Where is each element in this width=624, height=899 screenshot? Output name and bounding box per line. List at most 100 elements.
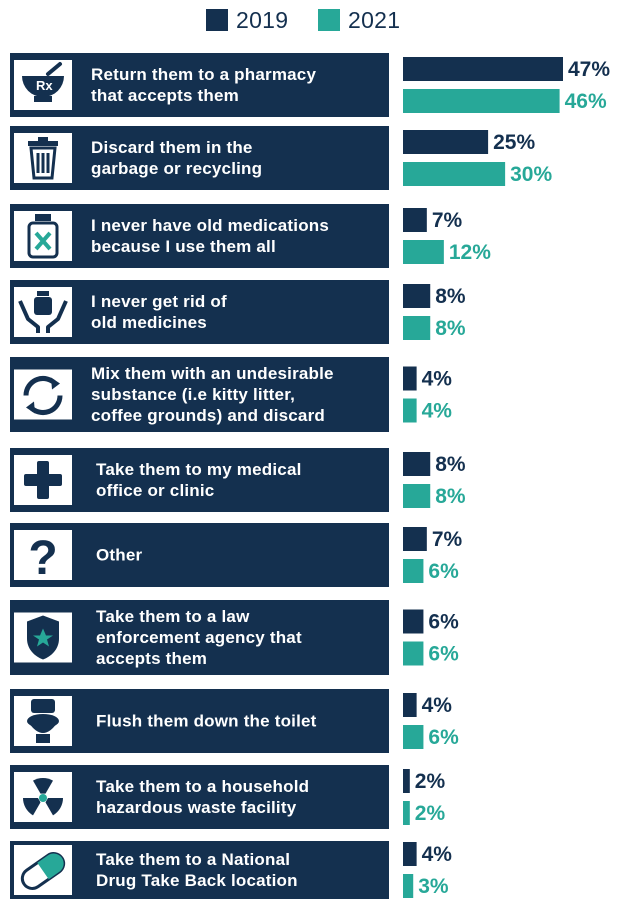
bar-2019 (403, 693, 417, 717)
bar-2021 (403, 559, 424, 583)
category-label: Discard them in the (91, 138, 253, 157)
category-label: enforcement agency that (96, 628, 302, 647)
value-label-2021: 6% (428, 560, 459, 583)
toilet-icon (27, 699, 59, 743)
value-label-2021: 4% (422, 400, 453, 423)
chart-row: Rx Return them to a pharmacy that accepts … (10, 53, 610, 117)
category-label: substance (i.e kitty litter, (91, 385, 295, 404)
value-label-2019: 7% (432, 528, 463, 551)
category-label: garbage or recycling (91, 159, 262, 178)
bar-2019 (403, 769, 410, 793)
category-label: Other (96, 546, 143, 565)
bar-2019 (403, 609, 424, 634)
capsule-pill-icon (20, 852, 66, 890)
bar-2021 (403, 725, 424, 749)
legend: 2019 2021 (0, 6, 624, 34)
bar-2019 (403, 208, 427, 232)
category-label: office or clinic (96, 481, 214, 500)
category-box (10, 204, 389, 268)
value-label-2019: 25% (493, 131, 535, 154)
recycle-arrows-icon (23, 375, 63, 416)
category-label: I never get rid of (91, 292, 227, 311)
medical-cross-icon (24, 461, 62, 499)
medicine-bottle-icon (27, 214, 59, 259)
hands-holding-bottle-icon (18, 291, 68, 333)
category-label: Take them to my medical (96, 460, 302, 479)
value-label-2019: 4% (422, 368, 453, 391)
category-box (10, 53, 389, 117)
category-label: Take them to a law (96, 607, 250, 626)
value-label-2019: 47% (568, 58, 610, 81)
value-label-2021: 2% (415, 802, 446, 825)
bar-2019 (403, 366, 417, 391)
category-label: I never have old medications (91, 216, 329, 235)
legend-swatch-2021 (318, 9, 340, 31)
bar-2021 (403, 641, 424, 666)
value-label-2019: 8% (435, 453, 466, 476)
bar-2019 (403, 284, 431, 308)
bar-2019 (403, 57, 563, 81)
bar-2019 (403, 130, 489, 154)
value-label-2019: 4% (422, 843, 453, 866)
category-label: Flush them down the toilet (96, 712, 317, 731)
category-label: because I use them all (91, 237, 276, 256)
value-label-2019: 6% (428, 611, 459, 634)
category-box (10, 357, 389, 432)
category-box (10, 448, 389, 512)
category-box (10, 765, 389, 829)
svg-text:?: ? (28, 532, 57, 585)
value-label-2021: 30% (510, 163, 552, 186)
value-label-2021: 46% (565, 90, 607, 113)
police-badge-icon (27, 615, 59, 660)
category-label: accepts them (96, 649, 207, 668)
chart-row: ? Other 7% 6% (10, 523, 463, 587)
category-label: Take them to a household (96, 777, 309, 796)
trash-can-icon (28, 137, 58, 180)
category-label: coffee grounds) and discard (91, 406, 325, 425)
chart-row: I never get rid of old medicines 8% 8% (10, 280, 466, 344)
category-box (10, 689, 389, 753)
bar-2019 (403, 527, 427, 551)
question-mark-icon: ? (28, 532, 57, 585)
category-box (10, 841, 389, 899)
value-label-2021: 6% (428, 726, 459, 749)
legend-label-2019: 2019 (236, 6, 289, 33)
category-box (10, 280, 389, 344)
category-box (10, 523, 389, 587)
chart-row: I never have old medications because I us… (10, 204, 491, 268)
value-label-2019: 2% (415, 770, 446, 793)
value-label-2021: 8% (435, 485, 466, 508)
chart-row: Take them to a household hazardous waste … (10, 765, 445, 829)
category-box (10, 126, 389, 190)
value-label-2021: 3% (418, 875, 449, 898)
category-label: old medicines (91, 313, 207, 332)
icon-tile (14, 530, 72, 580)
category-label: Mix them with an undesirable (91, 364, 334, 383)
bar-2021 (403, 316, 431, 340)
chart-row: Flush them down the toilet 4% 6% (10, 689, 459, 753)
value-label-2021: 8% (435, 317, 466, 340)
legend-swatch-2019 (206, 9, 228, 31)
bar-2021 (403, 89, 560, 113)
value-label-2021: 12% (449, 241, 491, 264)
bar-2019 (403, 842, 417, 866)
chart-row: Discard them in the garbage or recycling 2… (10, 126, 552, 190)
value-label-2019: 7% (432, 209, 463, 232)
chart-row: Take them to my medical office or clinic 8… (10, 448, 466, 512)
value-label-2019: 4% (422, 694, 453, 717)
svg-text:Rx: Rx (36, 78, 53, 93)
pharmacy-mortar-rx-icon: Rx (22, 62, 64, 102)
category-label: hazardous waste facility (96, 798, 297, 817)
bar-2021 (403, 484, 431, 508)
bar-2019 (403, 452, 431, 476)
value-label-2019: 8% (435, 285, 466, 308)
category-label: Drug Take Back location (96, 871, 298, 890)
hazardous-radiation-icon (23, 778, 63, 816)
chart-row: Take them to a National Drug Take Back lo… (10, 841, 452, 899)
chart-row: Take them to a law enforcement agency tha… (10, 600, 459, 675)
category-label: that accepts them (91, 86, 239, 105)
category-box (10, 600, 389, 675)
legend-item-2019: 2019 (206, 6, 288, 34)
